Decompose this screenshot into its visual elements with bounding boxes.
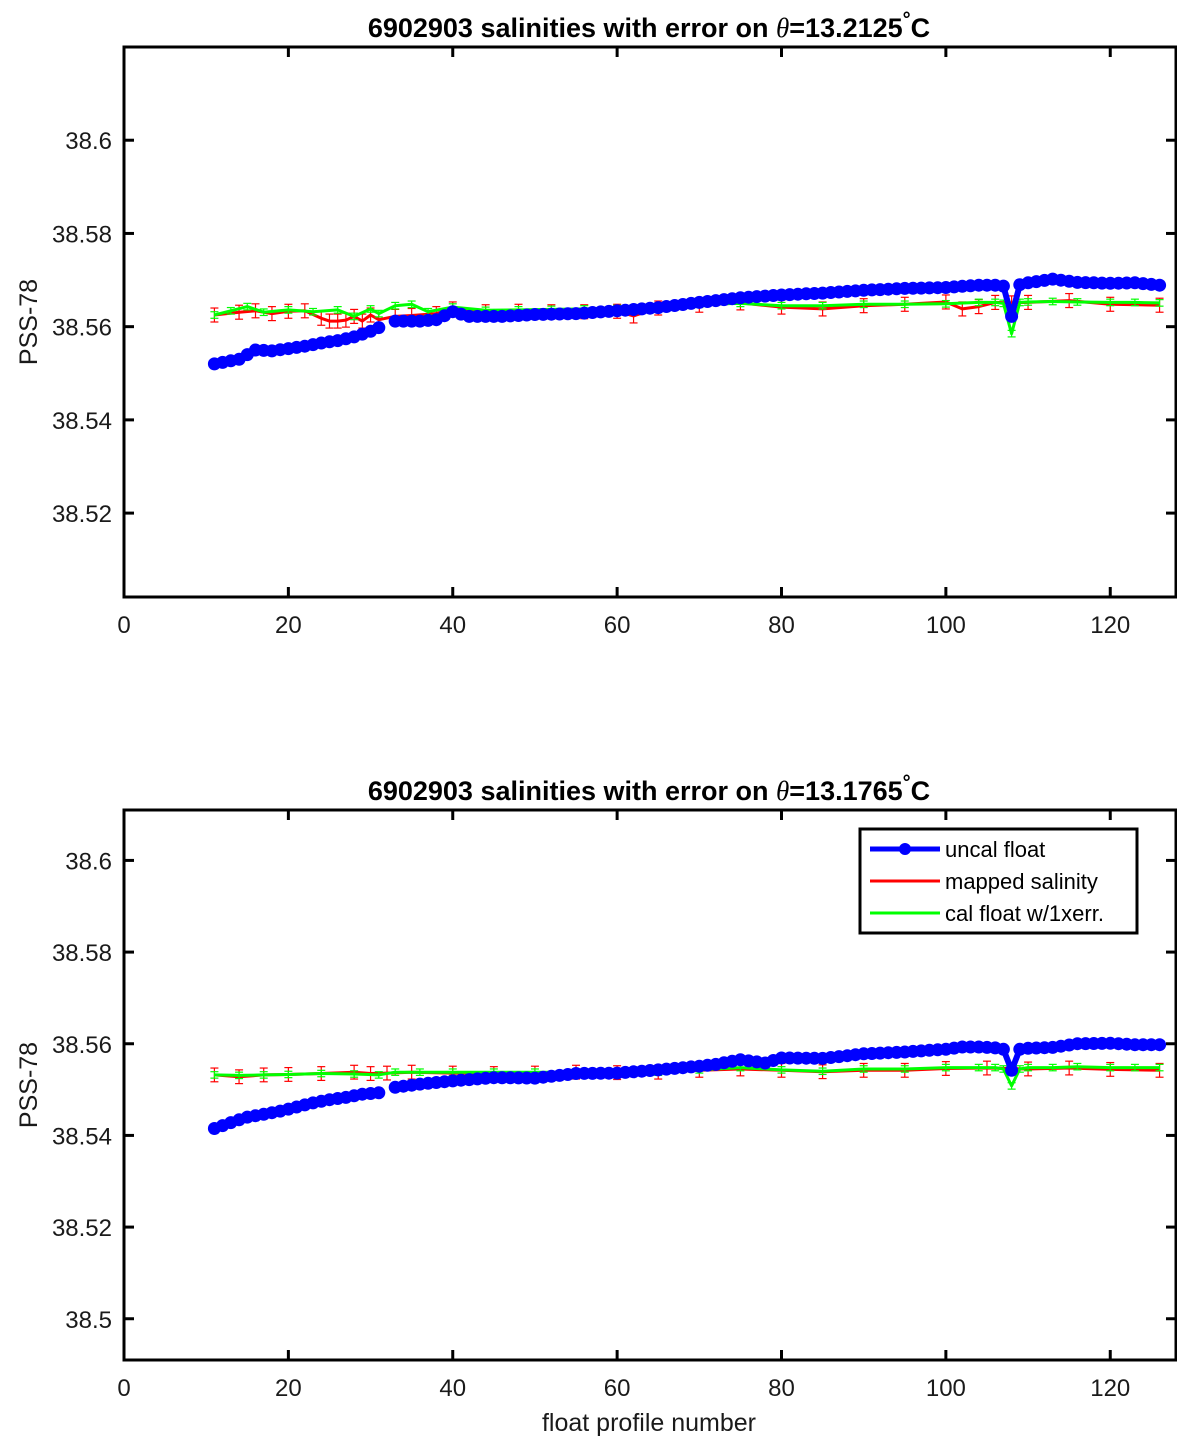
y-axis-label-top: PSS-78 xyxy=(15,279,43,365)
x-tick-label: 120 xyxy=(1090,612,1130,639)
y-axis-label-bottom: PSS-78 xyxy=(15,1042,43,1128)
x-axis-label: float profile number xyxy=(542,1409,756,1437)
data-point xyxy=(1153,278,1167,292)
y-tick-label: 38.52 xyxy=(52,501,112,528)
data-point xyxy=(996,1042,1010,1056)
x-tick-label: 0 xyxy=(117,1375,130,1402)
x-tick-label: 80 xyxy=(768,1375,795,1402)
x-tick-label: 100 xyxy=(926,1375,966,1402)
y-tick-label: 38.54 xyxy=(52,1123,112,1150)
chart-title-bottom: 6902903 salinities with error on θ=13.17… xyxy=(368,772,930,806)
y-tick-label: 38.6 xyxy=(65,128,112,155)
y-tick-label: 38.58 xyxy=(52,940,112,967)
x-tick-label: 40 xyxy=(439,1375,466,1402)
legend-label-uncal-float: uncal float xyxy=(945,837,1045,862)
x-tick-labels-top: 0 20 40 60 80 100 120 xyxy=(117,612,1130,639)
x-tick-label: 40 xyxy=(439,612,466,639)
y-tick-labels-top: 38.52 38.54 38.56 38.58 38.6 xyxy=(52,128,112,528)
data-point xyxy=(1153,1038,1167,1052)
tick-marks-top xyxy=(122,47,1176,597)
tick-marks-bottom xyxy=(122,810,1176,1360)
legend-uncal-marker xyxy=(899,843,911,855)
y-tick-labels-bottom: 38.5 38.52 38.54 38.56 38.58 38.6 xyxy=(52,848,112,1333)
y-tick-label: 38.52 xyxy=(52,1215,112,1242)
plot-area-bottom xyxy=(207,1036,1167,1135)
axes-frame-top xyxy=(122,45,1177,599)
chart-title-top: 6902903 salinities with error on θ=13.21… xyxy=(368,9,930,43)
data-point xyxy=(996,279,1010,293)
salinity-plot-bottom: 6902903 salinities with error on θ=13.17… xyxy=(15,772,1177,1437)
y-tick-label: 38.58 xyxy=(52,221,112,248)
x-tick-label: 20 xyxy=(275,1375,302,1402)
legend-label-cal-float: cal float w/1xerr. xyxy=(945,901,1104,926)
axes-frame-bottom xyxy=(122,808,1177,1362)
y-tick-label: 38.54 xyxy=(52,408,112,435)
data-point xyxy=(1005,309,1019,323)
y-tick-label: 38.6 xyxy=(65,848,112,875)
y-tick-label: 38.56 xyxy=(52,1032,112,1059)
series-uncal-float xyxy=(207,272,1167,371)
x-tick-label: 80 xyxy=(768,612,795,639)
y-tick-label: 38.56 xyxy=(52,315,112,342)
series-line xyxy=(214,1065,1160,1088)
x-tick-label: 60 xyxy=(604,1375,631,1402)
x-tick-label: 20 xyxy=(275,612,302,639)
data-point xyxy=(372,1086,386,1100)
legend: uncal float mapped salinity cal float w/… xyxy=(858,827,1139,935)
plot-area-top xyxy=(207,272,1167,371)
y-tick-label: 38.5 xyxy=(65,1307,112,1334)
legend-label-mapped-salinity: mapped salinity xyxy=(945,869,1098,894)
series-uncal-float xyxy=(207,1036,1167,1135)
x-tick-label: 0 xyxy=(117,612,130,639)
x-tick-label: 60 xyxy=(604,612,631,639)
data-point xyxy=(372,321,386,335)
x-tick-label: 100 xyxy=(926,612,966,639)
x-tick-label: 120 xyxy=(1090,1375,1130,1402)
salinity-plot-top: 6902903 salinities with error on θ=13.21… xyxy=(15,9,1177,639)
data-point xyxy=(1005,1063,1019,1077)
series-cal-float-w-1xerr xyxy=(210,1062,1164,1090)
x-tick-labels-bottom: 0 20 40 60 80 100 120 xyxy=(117,1375,1130,1402)
